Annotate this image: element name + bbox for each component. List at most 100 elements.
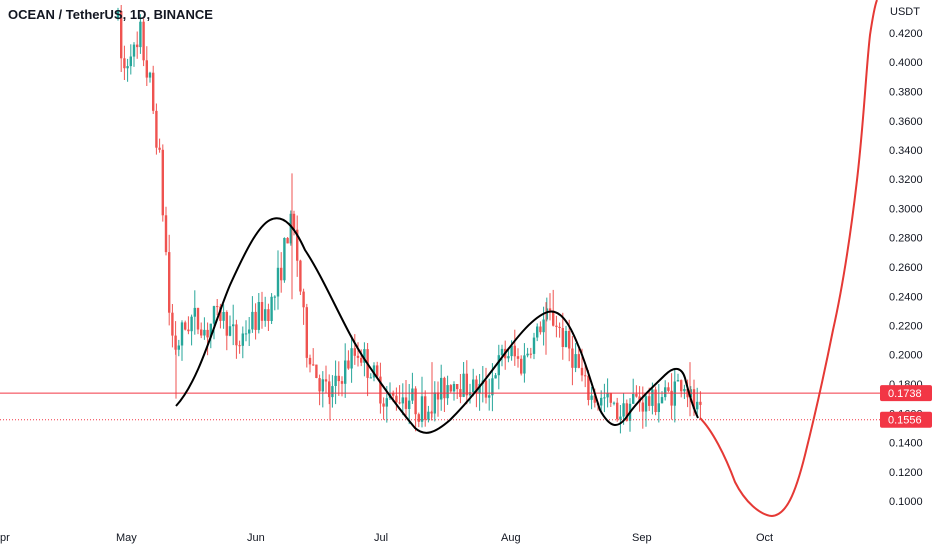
price-tick-label: 0.3600 <box>889 116 923 128</box>
candle-body <box>331 386 334 398</box>
candle-body <box>692 389 696 410</box>
candle <box>414 386 417 432</box>
candle <box>545 297 548 322</box>
candle-body <box>270 296 273 321</box>
candle <box>132 42 136 67</box>
candle-body <box>654 389 657 412</box>
candle-body <box>424 396 427 420</box>
candle-body <box>600 397 603 406</box>
candle <box>670 373 673 420</box>
candle-body <box>324 379 328 382</box>
candle-body <box>212 306 216 324</box>
candle <box>424 390 427 427</box>
candle <box>680 379 683 398</box>
time-tick-label: Jun <box>247 532 265 544</box>
axis-currency-label: USDT <box>890 6 920 18</box>
candle-body <box>619 416 622 420</box>
candle-body <box>529 353 532 355</box>
candle-body <box>398 402 401 404</box>
candle-body <box>340 381 344 384</box>
candle-body <box>289 213 292 244</box>
candle-body <box>648 396 651 406</box>
candle <box>312 348 315 366</box>
candle-body <box>356 355 360 358</box>
candle-body <box>520 358 523 374</box>
candle <box>382 397 385 420</box>
candle-body <box>174 335 177 350</box>
candle <box>366 343 369 397</box>
candle <box>552 289 555 327</box>
candle <box>436 381 440 417</box>
candle <box>404 380 408 419</box>
candle-body <box>129 56 132 67</box>
candle <box>267 303 270 331</box>
candle-body <box>590 395 593 400</box>
candle-body <box>257 302 260 330</box>
candle-body <box>571 348 574 368</box>
candle-body <box>427 411 430 420</box>
candle-body <box>609 393 612 403</box>
candle <box>158 138 161 153</box>
candle-body <box>478 383 481 394</box>
candle-body <box>462 373 465 397</box>
time-tick-label: Aug <box>501 532 521 544</box>
candle <box>369 373 372 379</box>
candle-body <box>123 58 126 69</box>
candle <box>225 310 228 351</box>
candle-body <box>417 414 420 422</box>
candle-body <box>558 326 561 328</box>
candle <box>232 304 235 346</box>
candle-body <box>680 380 683 392</box>
projection-drawing <box>699 0 878 518</box>
candle-body <box>177 345 180 350</box>
candle-body <box>267 309 270 321</box>
candle-body <box>238 345 241 347</box>
candle-body <box>216 306 219 308</box>
time-axis[interactable]: pr May Jun Jul Aug Sep Oct <box>0 532 773 544</box>
price-tick-label: 0.3000 <box>889 204 923 216</box>
candle-body <box>244 333 248 335</box>
candle <box>248 317 251 346</box>
candle-body <box>564 331 568 347</box>
candle-body <box>305 307 308 358</box>
candle <box>331 375 334 408</box>
candle <box>673 367 676 423</box>
candle <box>664 380 667 401</box>
candle-body <box>542 319 545 333</box>
candle-body <box>187 329 190 332</box>
candle-body <box>171 312 174 336</box>
candle-body <box>158 147 161 150</box>
candle-body <box>440 377 443 400</box>
candle <box>177 339 180 357</box>
candle <box>619 405 622 434</box>
candle-body <box>254 311 257 330</box>
candle <box>216 299 219 316</box>
candle-body <box>404 397 408 409</box>
candle <box>238 340 241 354</box>
candle-body <box>344 360 347 384</box>
candle <box>401 383 404 416</box>
candle <box>459 374 462 404</box>
candle-body <box>456 384 459 390</box>
candle-body <box>587 375 590 400</box>
candle-body <box>315 364 318 378</box>
candle-body <box>347 360 350 369</box>
candle <box>584 364 587 388</box>
candle <box>600 390 603 414</box>
candle <box>526 347 529 358</box>
candle-body <box>641 402 644 412</box>
candle-body <box>296 229 299 261</box>
badge-value: 0.1738 <box>888 388 922 400</box>
resistance-price-badge: 0.1738 <box>880 385 932 402</box>
candle-body <box>664 387 667 398</box>
candle <box>446 375 449 405</box>
candle <box>344 343 347 398</box>
candle <box>571 336 574 386</box>
candle-body <box>510 345 513 357</box>
candle <box>168 234 171 326</box>
candle <box>120 5 123 72</box>
price-axis[interactable]: USDT 0.4200 0.4000 0.3800 0.3600 0.3400 0.3200… <box>880 6 932 508</box>
candle-body <box>500 348 504 356</box>
candle-body <box>683 389 686 392</box>
